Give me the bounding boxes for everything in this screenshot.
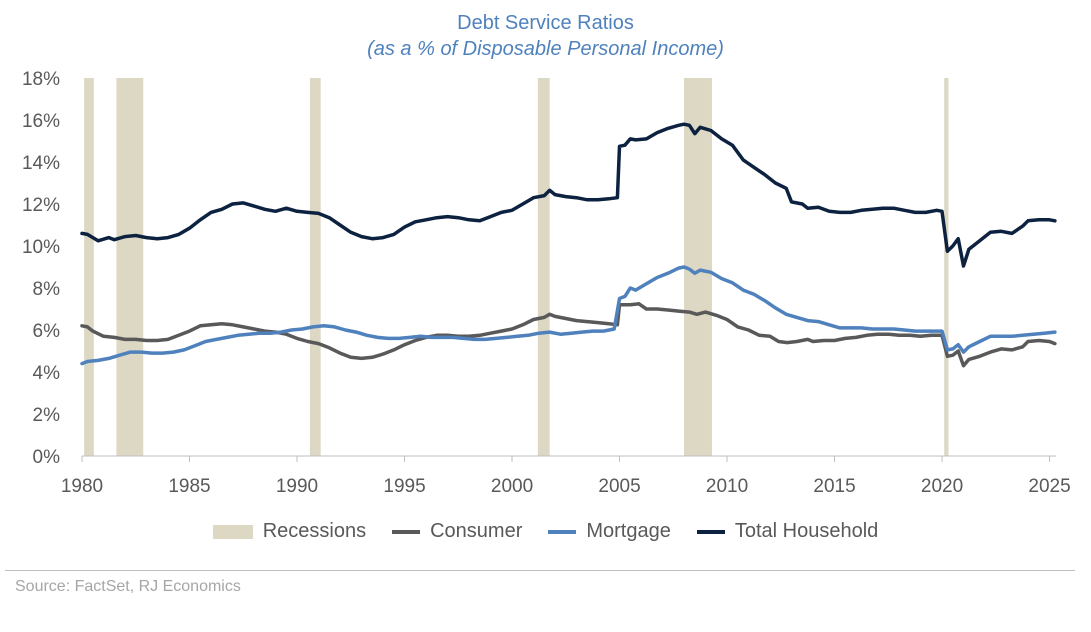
legend-item-mortgage: Mortgage [548, 520, 671, 543]
series-line-total-household [80, 122, 1057, 268]
y-tick-label: 6% [33, 321, 61, 342]
source-note: Source: FactSet, RJ Economics [15, 578, 241, 595]
x-tick-label: 1995 [383, 476, 425, 497]
recession-band-5 [944, 78, 949, 456]
y-tick-label: 10% [22, 237, 60, 258]
chart-title: Debt Service Ratios [457, 12, 634, 34]
recession-band-3 [537, 78, 550, 456]
recession-band-1 [116, 78, 144, 456]
x-tick-label: 1980 [61, 476, 103, 497]
series-line-mortgage [80, 265, 1057, 366]
x-tick-label: 2005 [598, 476, 640, 497]
y-tick-label: 4% [33, 363, 61, 384]
x-tick-label: 2010 [706, 476, 748, 497]
x-tick-label: 2015 [813, 476, 855, 497]
series-line-consumer [80, 302, 1057, 368]
legend-label-recessions: Recessions [262, 520, 367, 542]
y-tick-label: 0% [33, 447, 61, 468]
recession-band-2 [309, 78, 321, 456]
axes: 0% 2% 4% 6% 8% 10% 12% 14% 16% 18% 1980 1985 1990 199… [22, 69, 1071, 497]
recession-bands [84, 78, 949, 456]
x-tick-label: 2020 [921, 476, 963, 497]
chart-subtitle: (as a % of Disposable Personal Income) [367, 38, 724, 60]
legend-label-total-household: Total Household [734, 520, 879, 542]
legend-item-consumer: Consumer [392, 520, 522, 543]
legend-label-consumer: Consumer [430, 520, 523, 542]
x-tick-label: 1990 [276, 476, 318, 497]
y-tick-label: 8% [33, 279, 61, 300]
legend-item-total-household: Total Household [696, 520, 879, 543]
legend-label-mortgage: Mortgage [586, 520, 671, 542]
y-tick-label: 14% [22, 153, 60, 174]
recession-band-0 [84, 78, 94, 456]
legend-item-recessions: Recessions [212, 520, 367, 543]
chart-legend: Recessions Consumer Mortgage Total House… [0, 520, 1091, 543]
legend-swatch-consumer [392, 529, 421, 534]
y-tick-label: 2% [33, 405, 61, 426]
y-tick-label: 16% [22, 111, 60, 132]
legend-swatch-mortgage [548, 529, 577, 534]
y-tick-label: 18% [22, 69, 60, 90]
x-tick-label: 1985 [168, 476, 210, 497]
legend-swatch-recessions [212, 524, 253, 539]
y-tick-label: 12% [22, 195, 60, 216]
x-tick-label: 2000 [491, 476, 533, 497]
x-tick-label: 2025 [1028, 476, 1070, 497]
footer-divider [5, 570, 1075, 571]
chart-plot: 0% 2% 4% 6% 8% 10% 12% 14% 16% 18% 1980 1985 1990 199… [22, 69, 1071, 497]
series-lines [80, 122, 1057, 368]
legend-swatch-total-household [696, 529, 725, 534]
